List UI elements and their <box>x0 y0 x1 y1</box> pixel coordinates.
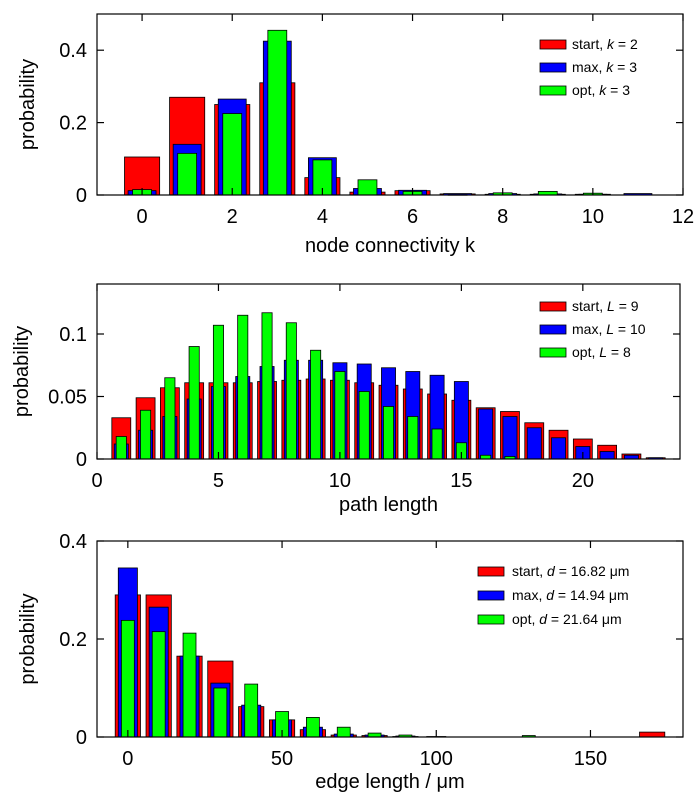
x-tick-label: 0 <box>137 206 148 228</box>
axes-frame <box>96 13 684 196</box>
bar-opt-40 <box>244 683 259 738</box>
legend-entry-max: max, k = 3 <box>572 59 637 75</box>
legend-swatch-max <box>539 324 567 335</box>
bar-opt-2 <box>222 113 243 196</box>
bar-opt-1 <box>177 152 198 196</box>
y-tick-label: 0 <box>76 727 87 749</box>
y-tick-label: 0.05 <box>48 387 87 409</box>
bar-opt-10 <box>334 371 346 460</box>
bar-opt-70 <box>336 726 351 738</box>
x-tick-label: 6 <box>407 206 418 228</box>
x-tick-label: 10 <box>329 470 351 492</box>
legend-entry-start: start, L = 9 <box>572 298 639 314</box>
y-tick-label: 0.4 <box>59 531 87 553</box>
bar-opt-3 <box>267 29 288 196</box>
legend-swatch-opt <box>539 347 567 358</box>
bar-opt-5 <box>212 324 224 460</box>
bar-opt-14 <box>431 428 443 460</box>
x-tick-label: 100 <box>420 748 453 770</box>
x-tick-label: 20 <box>572 470 594 492</box>
legend-entry-opt: opt, d = 21.64 μm <box>512 611 622 627</box>
bar-opt-8 <box>285 322 297 460</box>
chart-panel-2: 0 5 10 15 20 0 0.05 0.1 path length probability st… <box>11 283 681 516</box>
y-tick-label: 0 <box>76 185 87 207</box>
y-tick-label: 0 <box>76 449 87 471</box>
bar-opt-7 <box>261 312 273 460</box>
bar-opt-3 <box>164 377 176 460</box>
x-axis-label: edge length / μm <box>315 771 464 793</box>
bar-max-18 <box>526 427 542 460</box>
x-axis-label: node connectivity k <box>305 235 476 257</box>
y-tick-label: 0.4 <box>59 40 87 62</box>
x-axis-label: path length <box>339 494 438 516</box>
x-tick-label: 8 <box>497 206 508 228</box>
bar-opt-4 <box>188 346 200 460</box>
bar-max-19 <box>551 437 566 460</box>
y-tick-label: 0.2 <box>59 113 87 135</box>
legend-swatch-max <box>539 62 567 73</box>
y-axis-label: probability <box>17 593 39 684</box>
legend-entry-max: max, d = 14.94 μm <box>512 587 629 603</box>
legend-swatch-start <box>539 39 567 50</box>
bar-opt-10 <box>151 631 166 738</box>
bar-opt-9 <box>310 349 322 460</box>
legend-swatch-opt <box>477 614 505 625</box>
legend-swatch-max <box>477 590 505 601</box>
legend-entry-max: max, L = 10 <box>572 321 646 337</box>
bar-opt-12 <box>382 406 394 460</box>
bar-opt-30 <box>213 687 228 738</box>
bar-opt-2 <box>140 409 152 460</box>
bar-max-16 <box>478 408 494 460</box>
bar-opt-60 <box>306 717 320 738</box>
bar-opt-13 <box>407 416 419 460</box>
legend-swatch-opt <box>539 85 567 96</box>
x-tick-label: 4 <box>317 206 328 228</box>
bar-opt-6 <box>237 314 249 460</box>
legend-entry-start: start, k = 2 <box>572 36 638 52</box>
x-tick-label: 0 <box>91 470 102 492</box>
chart-panel-1: 0 2 4 6 8 10 12 0 0.2 0.4 node connectivity k proba… <box>17 13 694 257</box>
bar-opt-0 <box>120 619 135 738</box>
bar-opt-1 <box>115 436 127 460</box>
bar-opt-11 <box>358 391 370 460</box>
x-tick-label: 150 <box>574 748 607 770</box>
x-tick-label: 12 <box>672 206 694 228</box>
bar-opt-5 <box>357 179 378 196</box>
x-tick-label: 5 <box>213 470 224 492</box>
bar-max-17 <box>502 416 518 460</box>
axes-frame <box>96 283 681 460</box>
legend-swatch-start <box>477 566 505 577</box>
legend-entry-opt: opt, k = 3 <box>572 82 630 98</box>
legend-swatch-start <box>539 301 567 312</box>
y-axis-label: probability <box>11 326 33 417</box>
bar-opt-20 <box>182 632 197 738</box>
bar-start-170 <box>639 731 666 738</box>
x-tick-label: 10 <box>582 206 604 228</box>
chart-panel-3: 0 50 100 150 0 0.2 0.4 edge length / μm probabil… <box>17 531 684 793</box>
x-tick-label: 2 <box>227 206 238 228</box>
y-axis-label: probability <box>17 59 39 150</box>
legend-entry-start: start, d = 16.82 μm <box>512 563 629 579</box>
x-tick-label: 50 <box>271 748 293 770</box>
legend-entry-opt: opt, L = 8 <box>572 344 631 360</box>
x-tick-label: 15 <box>450 470 472 492</box>
bar-max-21 <box>599 451 615 460</box>
y-tick-label: 0.2 <box>59 629 87 651</box>
x-tick-label: 0 <box>122 748 133 770</box>
y-tick-label: 0.1 <box>59 324 87 346</box>
